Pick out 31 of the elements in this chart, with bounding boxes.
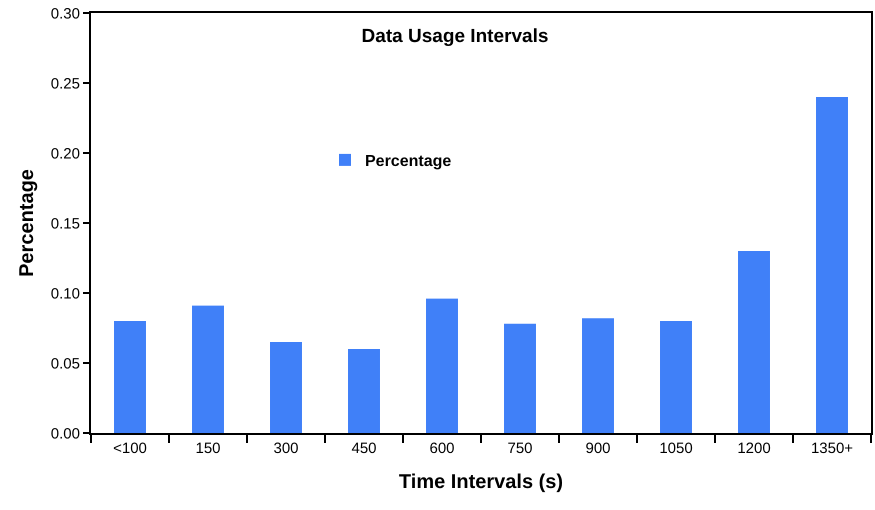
bar (816, 97, 848, 433)
y-tick-label: 0.30 (50, 5, 80, 22)
bar (426, 298, 458, 433)
x-tick-label: 750 (507, 440, 533, 457)
x-tick-label: <100 (113, 440, 147, 457)
x-tick-label: 900 (585, 440, 611, 457)
y-tick-label: 0.15 (50, 215, 80, 232)
y-axis-title: Percentage (16, 169, 38, 277)
x-tick-label: 300 (273, 440, 299, 457)
x-tick-label: 1200 (737, 440, 771, 457)
x-tick-label: 450 (351, 440, 377, 457)
y-tick-label: 0.20 (50, 145, 80, 162)
bar (738, 251, 770, 433)
y-tick-label: 0.00 (50, 425, 80, 442)
x-tick-label: 600 (429, 440, 455, 457)
bar (114, 321, 146, 433)
x-tick-label: 1050 (659, 440, 693, 457)
bar (660, 321, 692, 433)
y-tick-label: 0.10 (50, 285, 80, 302)
legend-label: Percentage (365, 153, 452, 170)
x-axis-title: Time Intervals (s) (398, 471, 564, 493)
text: Data Usage Intervals (362, 26, 548, 47)
bar (192, 306, 224, 433)
x-tick-label: 150 (195, 440, 221, 457)
bar (504, 324, 536, 433)
y-tick-label: 0.05 (50, 355, 80, 372)
y-tick-label: 0.25 (50, 75, 80, 92)
bar (270, 342, 302, 433)
bar (348, 349, 380, 433)
x-tick-label: 1350+ (810, 440, 854, 457)
bar (582, 318, 614, 433)
